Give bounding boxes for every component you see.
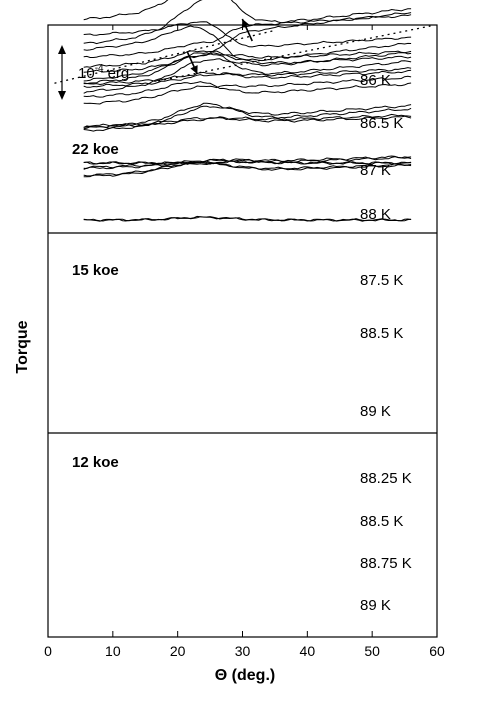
- dotted-reference-line: [158, 25, 431, 82]
- temperature-label: 87 K: [360, 162, 391, 179]
- torque-trace-decreasing: [83, 156, 412, 170]
- field-label-15koe: 15 koe: [72, 262, 119, 279]
- torque-trace-decreasing: [83, 52, 412, 85]
- torque-trace-decreasing: [83, 160, 412, 165]
- x-tick-label: 50: [364, 643, 380, 659]
- arrow-up-icon: [241, 18, 253, 42]
- temperature-label: 87.5 K: [360, 272, 403, 289]
- scale-bar: 10-4 erg: [58, 45, 129, 100]
- temperature-label: 88.5 K: [360, 513, 403, 530]
- x-axis-label: Θ (deg.): [215, 667, 275, 684]
- temperature-label: 86 K: [360, 72, 391, 89]
- torque-trace-decreasing: [83, 81, 412, 98]
- torque-trace-increasing: [83, 162, 412, 178]
- torque-trace-decreasing: [83, 161, 412, 177]
- torque-trace-decreasing: [83, 216, 412, 222]
- torque-trace-increasing: [83, 113, 412, 130]
- temperature-label: 88.75 K: [360, 555, 412, 572]
- x-tick-label: 30: [235, 643, 251, 659]
- arrow-down-icon: [186, 51, 199, 75]
- torque-trace-decreasing: [83, 0, 412, 24]
- torque-trace-increasing: [83, 12, 412, 82]
- x-tick-label: 60: [429, 643, 445, 659]
- temperature-label: 86.5 K: [360, 115, 403, 132]
- field-label-12koe: 12 koe: [72, 454, 119, 471]
- y-axis-label: Torque: [14, 320, 31, 373]
- scale-bar-exponent: -4: [95, 63, 104, 74]
- torque-trace-decreasing: [83, 69, 412, 86]
- torque-trace-increasing: [83, 67, 412, 88]
- torque-trace-decreasing: [83, 102, 412, 129]
- traces: [83, 0, 412, 222]
- x-tick-label: 10: [105, 643, 121, 659]
- torque-trace-decreasing: [83, 115, 412, 128]
- field-label-22koe: 22 koe: [72, 141, 119, 158]
- dotted-reference-line: [54, 29, 276, 84]
- scale-bar-arrow-bottom-icon: [58, 91, 66, 100]
- temperature-labels: 86 K 86.5 K 87 K 88 K 87.5 K 88.5 K 89 K 88.25 …: [360, 72, 412, 614]
- torque-trace-increasing: [83, 104, 412, 132]
- temperature-label: 88.5 K: [360, 325, 403, 342]
- arrows: [186, 18, 253, 75]
- x-tick-label: 0: [44, 643, 52, 659]
- torque-trace-decreasing: [83, 50, 412, 68]
- temperature-label: 88 K: [360, 206, 391, 223]
- torque-trace-increasing: [83, 14, 412, 58]
- scale-bar-arrow-top-icon: [58, 45, 66, 54]
- x-ticks: 0 10 20 30 40 50 60: [44, 25, 445, 659]
- x-tick-label: 40: [300, 643, 316, 659]
- temperature-label: 89 K: [360, 597, 391, 614]
- scale-bar-base: 10: [78, 65, 95, 82]
- reference-lines: [54, 25, 431, 84]
- torque-trace-decreasing: [83, 21, 412, 48]
- torque-trace-increasing: [83, 75, 412, 105]
- temperature-label: 88.25 K: [360, 470, 412, 487]
- torque-trace-increasing: [83, 0, 203, 45]
- torque-trace-increasing: [83, 50, 412, 73]
- torque-trace-decreasing: [83, 25, 412, 62]
- temperature-label: 89 K: [360, 403, 391, 420]
- x-tick-label: 20: [170, 643, 186, 659]
